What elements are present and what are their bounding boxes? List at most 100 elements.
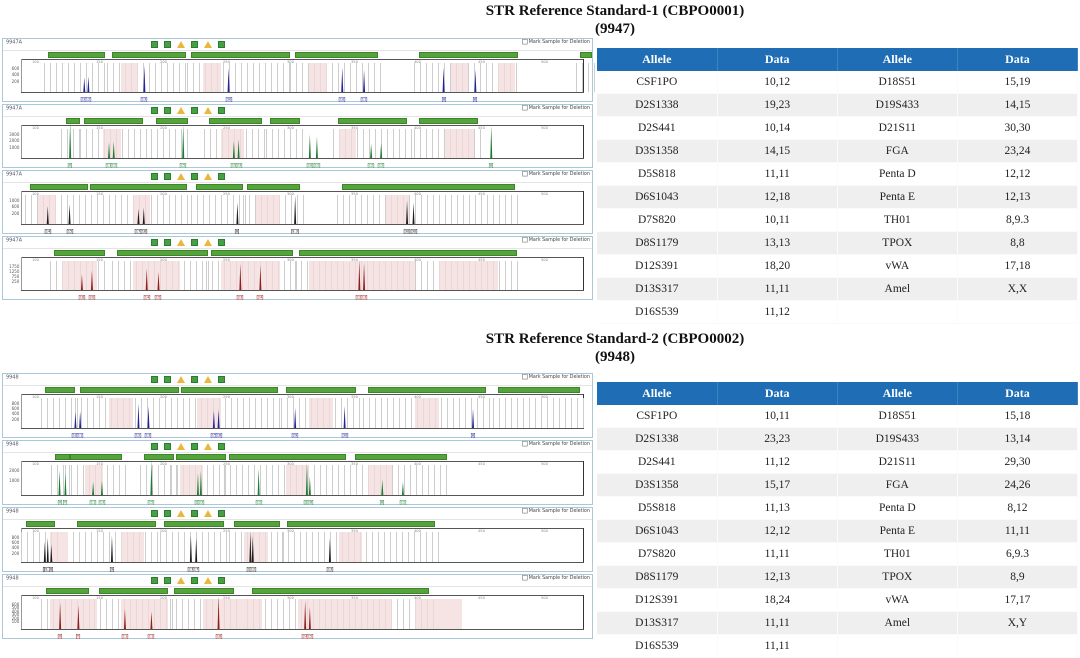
deletion-checkbox[interactable] [522,575,528,581]
quality-pass-icon[interactable] [218,107,225,114]
allele-peak [150,611,153,629]
ruler-tick-label: 400 [414,462,421,466]
allele-call-label: 9 [109,567,114,572]
quality-pass-icon[interactable] [218,577,225,584]
data-cell: 12,12 [717,519,838,543]
quality-pass-icon[interactable] [191,173,198,180]
trace-plot-area: 10015020025030035040045050020001000XY111… [3,459,592,505]
mark-sample-deletion-control[interactable]: Mark Sample for Deletion [522,39,590,45]
locus-marker-bar: TH01 [25,521,56,527]
deletion-checkbox[interactable] [522,374,528,380]
mark-sample-deletion-control[interactable]: Mark Sample for Deletion [522,441,590,447]
quality-pass-icon[interactable] [151,41,158,48]
quality-pass-icon[interactable] [218,173,225,180]
quality-pass-icon[interactable] [151,376,158,383]
warning-triangle-icon[interactable] [204,510,212,517]
quality-pass-icon[interactable] [151,577,158,584]
ruler-tick-label: 500 [541,395,548,399]
mark-sample-deletion-control[interactable]: Mark Sample for Deletion [522,171,590,177]
stutter-bin-band [179,465,204,495]
marker-bar-row: D12S391 D19S433FGA Penta E [3,249,592,257]
quality-pass-icon[interactable] [164,173,171,180]
warning-triangle-icon[interactable] [177,107,185,114]
quality-pass-icon[interactable] [164,443,171,450]
ruler-tick-label: 200 [160,258,167,262]
quality-pass-icon[interactable] [191,443,198,450]
y-axis-labels: 600 500 400 300 200 100 [3,595,19,629]
warning-triangle-icon[interactable] [177,239,185,246]
deletion-checkbox[interactable] [522,39,528,45]
section-1-heading: STR Reference Standard-1 (CBPO0001) (994… [0,2,1080,38]
allele-peak [328,537,331,562]
stutter-bin-band [309,398,333,428]
ruler-tick-label: 350 [351,462,358,466]
warning-triangle-icon[interactable] [204,577,212,584]
quality-pass-icon[interactable] [218,510,225,517]
panel-toolbar [151,40,225,49]
quality-pass-icon[interactable] [164,107,171,114]
quality-pass-icon[interactable] [191,376,198,383]
quality-pass-icon[interactable] [151,239,158,246]
deletion-checkbox[interactable] [522,237,528,243]
stutter-bin-band [197,398,221,428]
warning-triangle-icon[interactable] [177,376,185,383]
quality-pass-icon[interactable] [191,41,198,48]
quality-pass-icon[interactable] [164,376,171,383]
quality-pass-icon[interactable] [164,41,171,48]
ruler-tick-label: 350 [351,529,358,533]
mark-sample-deletion-control[interactable]: Mark Sample for Deletion [522,237,590,243]
y-axis-line [21,59,22,93]
mark-sample-deletion-control[interactable]: Mark Sample for Deletion [522,575,590,581]
allele-cell: D18S51 [837,405,958,428]
quality-pass-icon[interactable] [164,577,171,584]
allele-cell [837,300,958,324]
deletion-checkbox[interactable] [522,105,528,111]
allele-call-label: 15 [306,634,314,639]
quality-pass-icon[interactable] [218,376,225,383]
quality-pass-icon[interactable] [191,510,198,517]
quality-pass-icon[interactable] [151,173,158,180]
locus-marker-bar: D19S433 [99,588,168,594]
allele-peak [189,535,192,562]
quality-pass-icon[interactable] [151,107,158,114]
warning-triangle-icon[interactable] [177,577,185,584]
warning-triangle-icon[interactable] [204,376,212,383]
quality-pass-icon[interactable] [164,510,171,517]
deletion-checkbox[interactable] [522,508,528,514]
allele-bin-lines [176,398,283,428]
warning-triangle-icon[interactable] [204,443,212,450]
quality-pass-icon[interactable] [218,443,225,450]
warning-triangle-icon[interactable] [204,41,212,48]
warning-triangle-icon[interactable] [204,239,212,246]
quality-pass-icon[interactable] [151,510,158,517]
allele-call-label: 12 [399,500,407,505]
warning-triangle-icon[interactable] [177,41,185,48]
quality-pass-icon[interactable] [164,239,171,246]
deletion-checkbox[interactable] [522,441,528,447]
quality-pass-icon[interactable] [151,443,158,450]
quality-pass-icon[interactable] [218,239,225,246]
allele-call-label: 29 [291,433,299,438]
quality-pass-icon[interactable] [218,41,225,48]
quality-pass-icon[interactable] [191,577,198,584]
warning-triangle-icon[interactable] [177,510,185,517]
ruler-tick-label: 450 [478,258,485,262]
deletion-checkbox[interactable] [522,171,528,177]
mark-sample-deletion-control[interactable]: Mark Sample for Deletion [522,508,590,514]
quality-pass-icon[interactable] [191,107,198,114]
warning-triangle-icon[interactable] [177,173,185,180]
mark-sample-deletion-control[interactable]: Mark Sample for Deletion [522,105,590,111]
allele-cell: D19S433 [837,427,958,451]
mark-sample-deletion-control[interactable]: Mark Sample for Deletion [522,374,590,380]
warning-triangle-icon[interactable] [204,173,212,180]
ruler-tick-label: 300 [287,529,294,533]
allele-table-1: Allele Data Allele Data CSF1PO 10,12 D18S51 15,… [597,48,1079,324]
allele-peak [343,406,346,428]
ruler-tick-label: 150 [96,192,103,196]
table-row: D2S441 11,12 D21S11 29,30 [597,450,1079,474]
warning-triangle-icon[interactable] [177,443,185,450]
locus-marker-bar: vWA [77,521,157,527]
locus-marker-bar: D6S1043 [247,184,301,190]
quality-pass-icon[interactable] [191,239,198,246]
warning-triangle-icon[interactable] [204,107,212,114]
